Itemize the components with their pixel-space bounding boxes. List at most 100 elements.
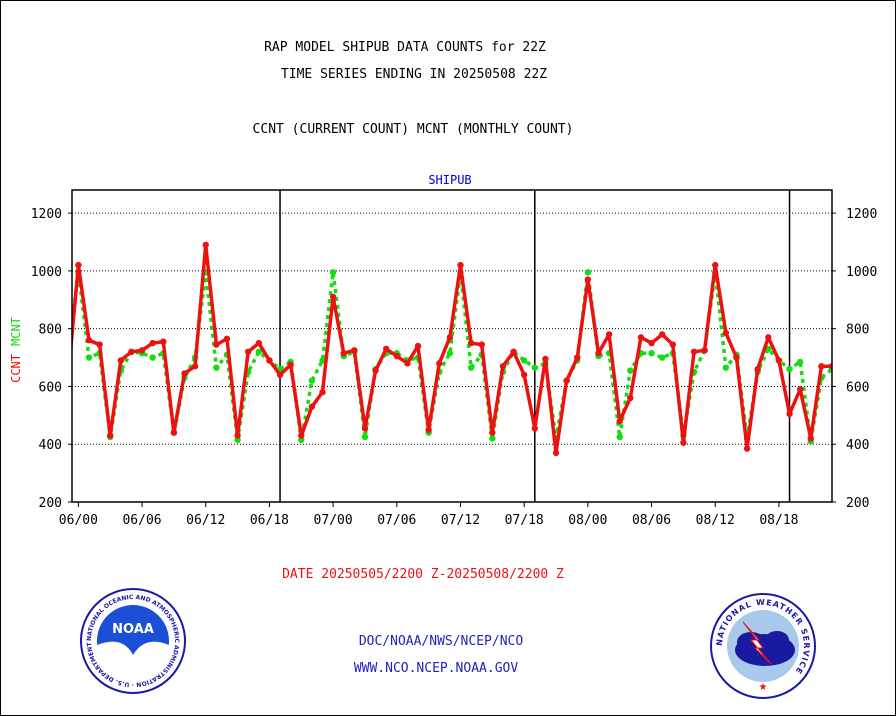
data-point-ccnt [595,350,602,357]
data-point-ccnt [351,347,358,354]
data-point-ccnt [223,335,231,342]
data-point-ccnt [138,347,146,354]
date-range-label: DATE 20250505/2200 Z-20250508/2200 Z [282,567,564,582]
x-tick-label: 08/06 [632,513,671,528]
data-point-ccnt [520,371,528,379]
x-tick-label: 08/00 [568,513,607,528]
y-tick-label-right: 800 [846,323,869,338]
data-point-ccnt [245,348,252,355]
x-tick-label: 06/00 [59,513,98,528]
data-point-ccnt [107,432,114,439]
x-tick-label: 08/18 [759,513,798,528]
data-point-ccnt [202,241,209,249]
chart-subtitle: CCNT (CURRENT COUNT) MCNT (MONTHLY COUNT… [253,122,574,137]
data-point-ccnt [85,337,93,344]
data-point-ccnt [181,370,188,377]
data-point-ccnt [680,439,687,446]
x-tick-label: 06/12 [186,513,225,528]
data-point-ccnt [796,386,804,393]
data-point-ccnt [213,341,220,348]
y-tick-label-right: 1000 [846,265,877,280]
y-tick-label-left: 400 [39,438,62,453]
data-point-ccnt [54,421,60,427]
data-point-ccnt [712,261,719,269]
x-tick-label: 07/18 [505,513,544,528]
data-point-mcnt [722,364,730,371]
data-point-ccnt [382,345,390,353]
data-point-ccnt [478,341,485,348]
y-tick-label-right: 600 [846,380,869,395]
website-url[interactable]: WWW.NCO.NCEP.NOAA.GOV [354,661,519,676]
y-tick-label-left: 1000 [31,265,62,280]
data-point-ccnt [266,357,273,364]
data-point-ccnt [414,342,422,350]
x-tick-label: 06/06 [122,513,161,528]
data-point-ccnt [818,363,825,370]
data-point-ccnt [298,432,305,439]
ylabel-mcnt: MCNT [9,317,23,346]
data-point-ccnt [627,394,634,402]
nws-logo: NATIONAL WEATHER SERVICE ★ [710,593,816,699]
data-point-mcnt [467,364,475,371]
x-tick-label: 07/12 [441,513,480,528]
data-point-ccnt [467,339,475,347]
data-point-ccnt [510,348,517,355]
data-point-ccnt [563,377,570,384]
ylabel-ccnt: CCNT [9,354,23,383]
data-point-ccnt [425,426,432,433]
data-point-ccnt [743,445,751,452]
data-point-ccnt [701,347,708,354]
data-point-mcnt [796,358,804,366]
data-point-ccnt [160,338,167,345]
data-point-ccnt [574,354,581,361]
data-point-ccnt [584,276,592,283]
data-point-ccnt [499,363,507,370]
data-point-mcnt [658,354,666,361]
svg-text:★: ★ [759,682,768,693]
data-point-mcnt [213,364,220,371]
data-point-ccnt [361,425,369,432]
data-point-ccnt [308,403,316,410]
data-point-mcnt [520,357,528,364]
noaa-logo: NATIONAL OCEANIC AND ATMOSPHERIC ADMINIS… [80,588,186,694]
data-point-ccnt [255,339,263,347]
axis-layer: 200 200 400 400 600 600 800 800 1000 1000 1200 1200… [31,189,877,528]
data-point-mcnt [255,348,263,355]
data-point-mcnt [308,377,316,384]
data-point-ccnt [75,261,82,269]
data-point-ccnt [786,410,793,418]
data-point-mcnt [65,354,71,360]
data-point-ccnt [446,334,454,341]
data-point-ccnt [457,261,464,269]
x-tick-label: 07/00 [314,513,353,528]
data-point-ccnt [733,354,740,361]
data-point-ccnt [404,360,411,367]
data-point-ccnt [234,432,241,439]
x-tick-label: 06/18 [250,513,289,528]
data-point-mcnt [149,354,156,361]
chart-title-line1: RAP MODEL SHIPUB DATA COUNTS for 22Z [264,40,546,55]
data-point-ccnt [436,360,443,367]
data-point-ccnt [489,429,496,436]
data-point-mcnt [584,269,592,276]
data-point-ccnt [191,363,199,370]
data-point-ccnt [828,363,832,370]
data-point-ccnt [765,334,772,341]
data-point-ccnt [170,429,178,436]
data-point-ccnt [372,367,379,374]
data-point-ccnt [658,331,666,338]
data-point-mcnt [446,350,454,357]
y-tick-label-right: 1200 [846,207,877,222]
data-point-ccnt [542,355,549,363]
y-tick-label-right: 400 [846,438,869,453]
org-line: DOC/NOAA/NWS/NCEP/NCO [359,634,524,649]
plot-frame [71,189,833,503]
data-point-mcnt [648,350,655,357]
data-point-ccnt [754,365,761,373]
y-tick-label-left: 800 [39,323,62,338]
panel-title: SHIPUB [428,173,471,187]
data-point-ccnt [531,425,538,432]
series-layer [54,241,832,457]
data-point-ccnt [128,348,135,355]
x-tick-label: 08/12 [696,513,735,528]
